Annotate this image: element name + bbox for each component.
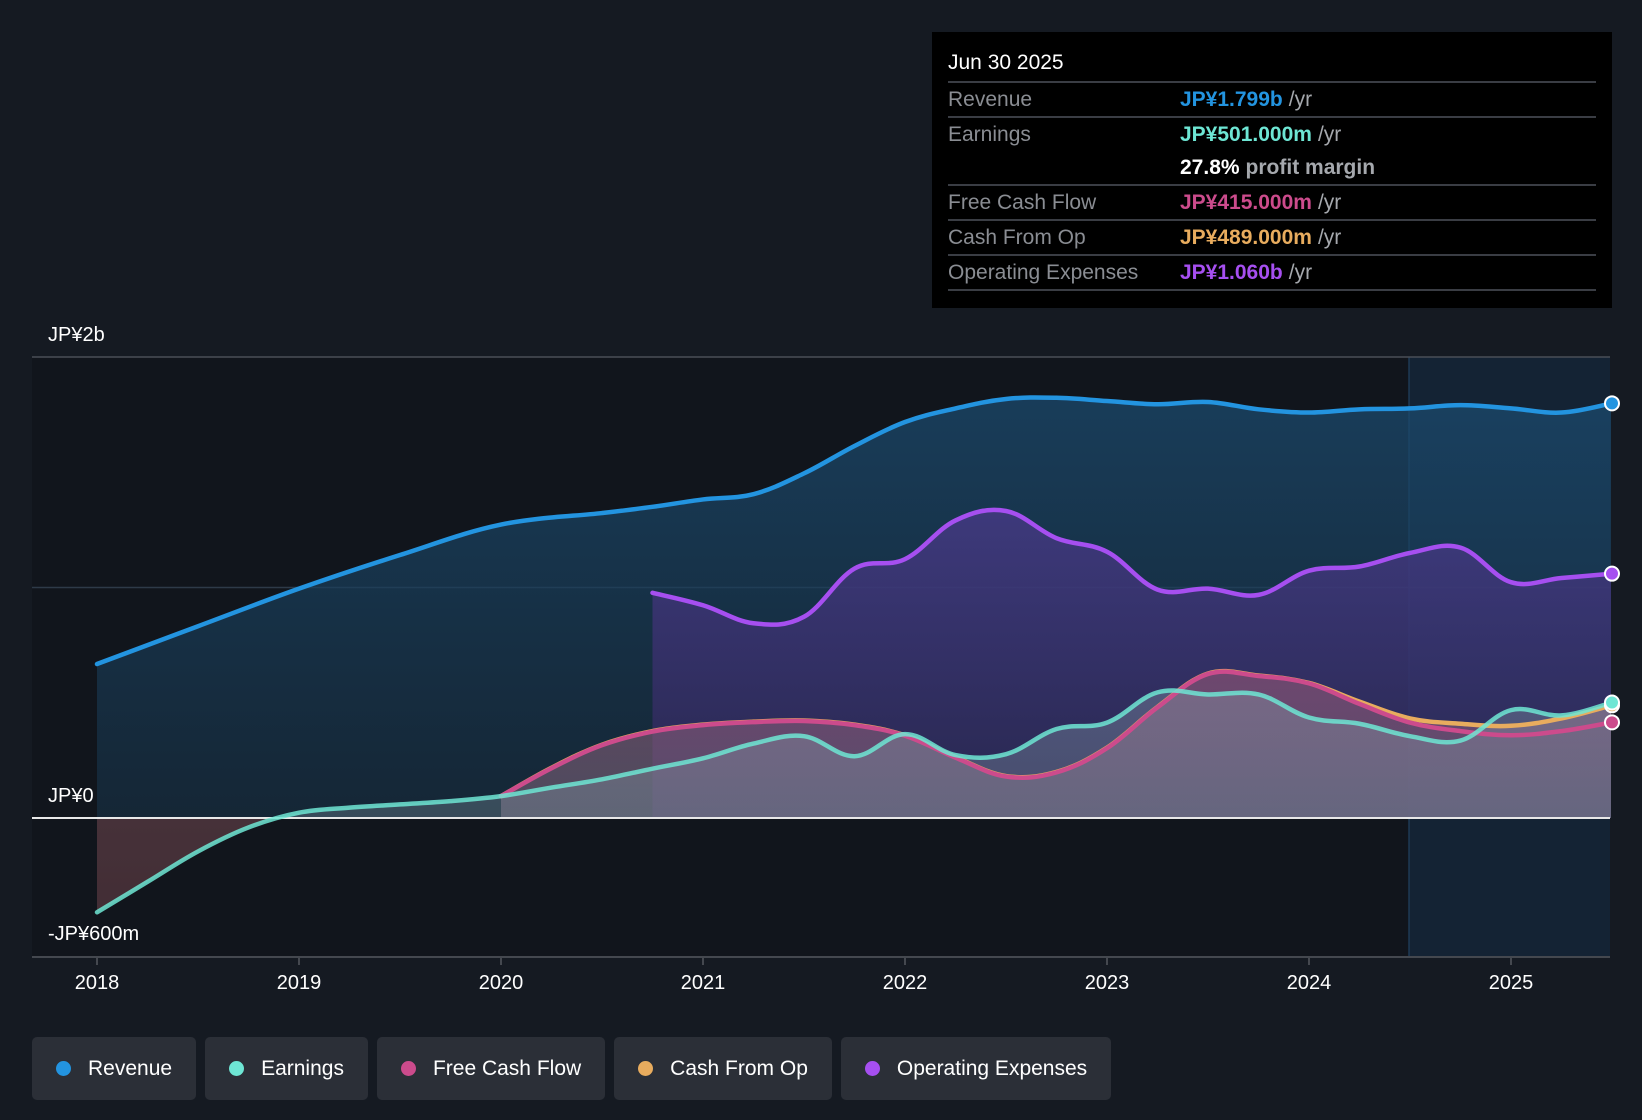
- tooltip-row: Earnings JP¥501.000m/yr: [948, 116, 1596, 151]
- tooltip-row-unit: /yr: [1317, 122, 1342, 146]
- operating-expenses-line: [650, 507, 1611, 627]
- tooltip-row-value: JP¥1.799b: [1180, 87, 1283, 111]
- y-axis-label: JP¥2b: [48, 324, 105, 346]
- legend-label: Earnings: [261, 1056, 344, 1080]
- earnings-end-marker[interactable]: [1604, 694, 1620, 711]
- legend-item-revenue[interactable]: Revenue: [32, 1037, 197, 1100]
- tooltip-row: Free Cash Flow JP¥415.000m/yr: [948, 184, 1596, 219]
- tooltip-row-unit: profit margin: [1245, 155, 1376, 179]
- legend-dot-icon: [56, 1061, 71, 1076]
- tooltip-row-value: 27.8%: [1180, 155, 1240, 179]
- legend: Revenue Earnings Free Cash Flow Cash From O…: [32, 1037, 1112, 1100]
- legend-label: Revenue: [88, 1056, 173, 1080]
- legend-item-free-cash-flow[interactable]: Free Cash Flow: [376, 1037, 606, 1100]
- free-cash-flow-line: [498, 669, 1611, 799]
- tooltip-date: Jun 30 2025: [948, 51, 1064, 74]
- legend-dot-icon: [638, 1061, 654, 1076]
- tooltip-row: 27.8% profit margin: [948, 151, 1596, 184]
- x-tick-label: 2021: [681, 972, 726, 994]
- x-tick-label: 2019: [277, 972, 322, 994]
- tooltip-bottom-divider: [948, 289, 1596, 291]
- x-tick-label: 2024: [1287, 972, 1332, 994]
- tooltip-row-unit: /yr: [1288, 260, 1313, 284]
- x-tick-label: 2023: [1085, 972, 1130, 994]
- tooltip-row-label: Earnings: [948, 122, 1031, 146]
- tooltip-row-value: JP¥1.060b: [1180, 260, 1283, 284]
- y-axis-label: JP¥0: [48, 785, 94, 807]
- tooltip-row-unit: /yr: [1288, 87, 1313, 111]
- tooltip-row-unit: /yr: [1317, 190, 1342, 214]
- free-cash-flow-end-marker[interactable]: [1604, 714, 1620, 731]
- legend-item-operating-expenses[interactable]: Operating Expenses: [840, 1037, 1112, 1100]
- legend-dot-icon: [864, 1061, 880, 1076]
- tooltip-row-value: JP¥489.000m: [1180, 225, 1312, 249]
- tooltip-row-unit: /yr: [1317, 225, 1342, 249]
- legend-label: Operating Expenses: [896, 1056, 1088, 1080]
- tooltip-rows: Revenue JP¥1.799b/yr Earnings JP¥501.000m/y…: [948, 81, 1596, 289]
- operating-expenses-end-marker[interactable]: [1604, 565, 1620, 582]
- y-axis-labels: JP¥2b JP¥0 -JP¥600m: [48, 324, 139, 945]
- tooltip-row-value: JP¥501.000m: [1180, 122, 1312, 146]
- legend-label: Cash From Op: [670, 1056, 808, 1080]
- legend-dot-icon: [229, 1061, 245, 1076]
- x-tick-label: 2022: [883, 972, 928, 994]
- tooltip-row-value: JP¥415.000m: [1180, 190, 1312, 214]
- tooltip-row: Operating Expenses JP¥1.060b/yr: [948, 254, 1596, 289]
- tooltip-row-label: Revenue: [948, 87, 1033, 111]
- y-axis-label: -JP¥600m: [48, 923, 139, 945]
- legend-label: Free Cash Flow: [432, 1056, 582, 1080]
- x-tick-label: 2018: [75, 972, 120, 994]
- earnings-area: [97, 690, 1611, 913]
- series-end-markers: [1604, 395, 1620, 731]
- legend-dot-icon: [400, 1061, 416, 1076]
- tooltip: Jun 30 2025 Revenue JP¥1.799b/yr Earnings J…: [932, 32, 1612, 308]
- series-lines: [94, 395, 1611, 915]
- revenue-end-marker[interactable]: [1604, 395, 1620, 412]
- tooltip-row-label: Cash From Op: [948, 225, 1086, 249]
- earnings-line: [94, 688, 1611, 915]
- tooltip-row: Cash From Op JP¥489.000m/yr: [948, 219, 1596, 254]
- tooltip-row-label: Free Cash Flow: [948, 190, 1097, 214]
- x-tick-label: 2020: [479, 972, 524, 994]
- x-tick-label: 2025: [1489, 972, 1534, 994]
- tooltip-row-label: Operating Expenses: [948, 260, 1139, 284]
- legend-item-earnings[interactable]: Earnings: [205, 1037, 368, 1100]
- tooltip-row: Revenue JP¥1.799b/yr: [948, 81, 1596, 116]
- revenue-line: [94, 395, 1611, 667]
- x-axis: 2018 2019 2020 2021 2022 2023 2024 2025: [32, 956, 1610, 994]
- legend-item-cash-from-op[interactable]: Cash From Op: [614, 1037, 832, 1100]
